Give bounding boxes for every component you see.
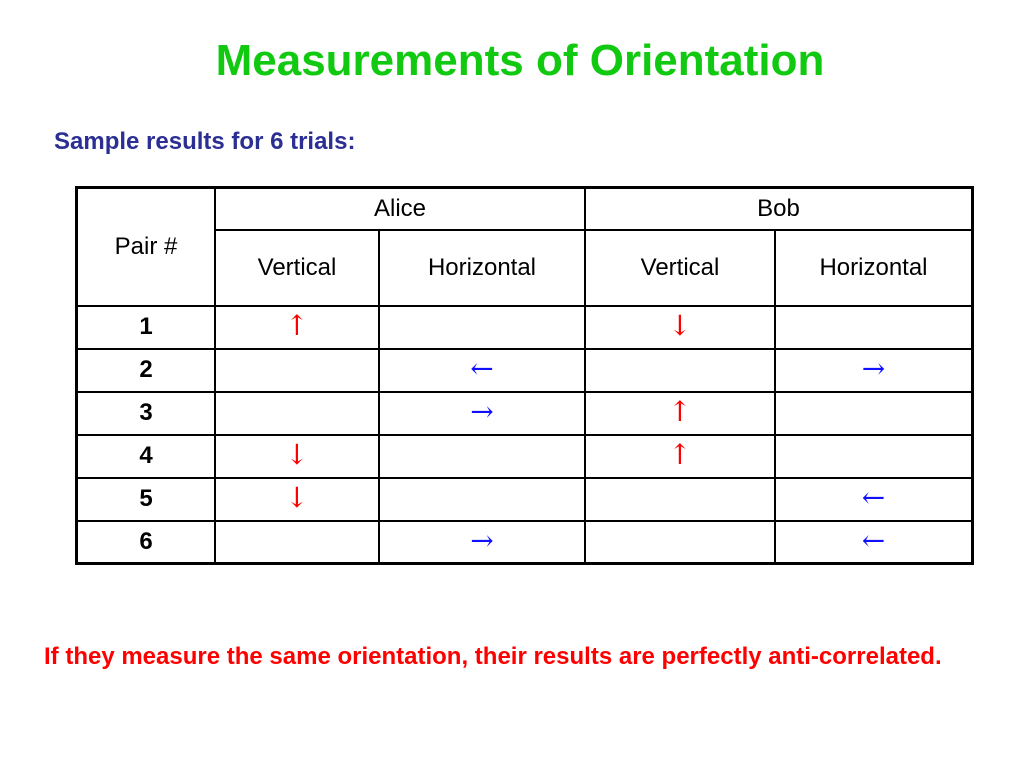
arrow-icon: ↓ — [285, 481, 309, 514]
bob-horizontal-cell: → — [774, 347, 974, 393]
alice-horizontal-cell — [378, 433, 586, 479]
alice-vertical-cell — [214, 519, 380, 565]
alice-vertical-cell: ↓ — [214, 433, 380, 479]
arrow-icon: ↑ — [668, 438, 692, 471]
bob-vertical-cell: ↑ — [584, 433, 776, 479]
bob-header: Bob — [584, 186, 974, 231]
pair-number: 4 — [75, 433, 216, 479]
alice-vertical-cell: ↓ — [214, 476, 380, 522]
bob-vertical-cell: ↑ — [584, 390, 776, 436]
arrow-icon: ← — [861, 523, 886, 557]
alice-vertical-cell — [214, 347, 380, 393]
bob-horizontal-cell: ← — [774, 476, 974, 522]
arrow-icon: ← — [861, 481, 886, 514]
bob-vertical-cell — [584, 519, 776, 565]
arrow-icon: ↓ — [668, 309, 692, 342]
table-row: 5 ↓ ← — [75, 476, 974, 522]
alice-horizontal-cell — [378, 304, 586, 350]
alice-vertical-header: Vertical — [214, 228, 380, 307]
arrow-icon: ↑ — [668, 395, 692, 428]
bob-vertical-cell — [584, 347, 776, 393]
bob-vertical-header: Vertical — [584, 228, 776, 307]
pair-number: 3 — [75, 390, 216, 436]
alice-vertical-cell — [214, 390, 380, 436]
arrow-icon: → — [861, 352, 886, 385]
page-title: Measurements of Orientation — [215, 36, 825, 85]
arrow-icon: ↑ — [285, 309, 309, 342]
arrow-icon: → — [470, 395, 494, 428]
alice-horizontal-cell: → — [378, 390, 586, 436]
pair-number: 5 — [75, 476, 216, 522]
arrow-icon: ← — [470, 352, 494, 385]
table-row: 6 → ← — [75, 519, 974, 565]
bob-horizontal-cell — [774, 433, 974, 479]
results-body: 1 ↑ ↓ 2 ← → 3 → ↑ 4 ↓ ↑ 5 — [75, 304, 974, 565]
results-table: Pair # Alice Bob Vertical Horizontal Ver… — [75, 186, 974, 565]
pair-number: 2 — [75, 347, 216, 393]
pair-number: 1 — [75, 304, 216, 350]
alice-vertical-cell: ↑ — [214, 304, 380, 350]
alice-horizontal-cell: → — [378, 519, 586, 565]
alice-horizontal-cell: ← — [378, 347, 586, 393]
bob-horizontal-cell — [774, 390, 974, 436]
bob-horizontal-header: Horizontal — [774, 228, 974, 307]
arrow-icon: → — [470, 523, 494, 557]
pair-number: 6 — [75, 519, 216, 565]
conclusion-note: If they measure the same orientation, th… — [44, 643, 942, 670]
bob-vertical-cell — [584, 476, 776, 522]
pair-header: Pair # — [75, 186, 216, 307]
table-row: 2 ← → — [75, 347, 974, 393]
alice-header: Alice — [214, 186, 586, 231]
alice-horizontal-cell — [378, 476, 586, 522]
alice-horizontal-header: Horizontal — [378, 228, 586, 307]
arrow-icon: ↓ — [285, 438, 309, 471]
table-row: 4 ↓ ↑ — [75, 433, 974, 479]
bob-horizontal-cell: ← — [774, 519, 974, 565]
bob-horizontal-cell — [774, 304, 974, 350]
table-row: 3 → ↑ — [75, 390, 974, 436]
table-row: 1 ↑ ↓ — [75, 304, 974, 350]
table-caption: Sample results for 6 trials: — [54, 128, 356, 155]
bob-vertical-cell: ↓ — [584, 304, 776, 350]
